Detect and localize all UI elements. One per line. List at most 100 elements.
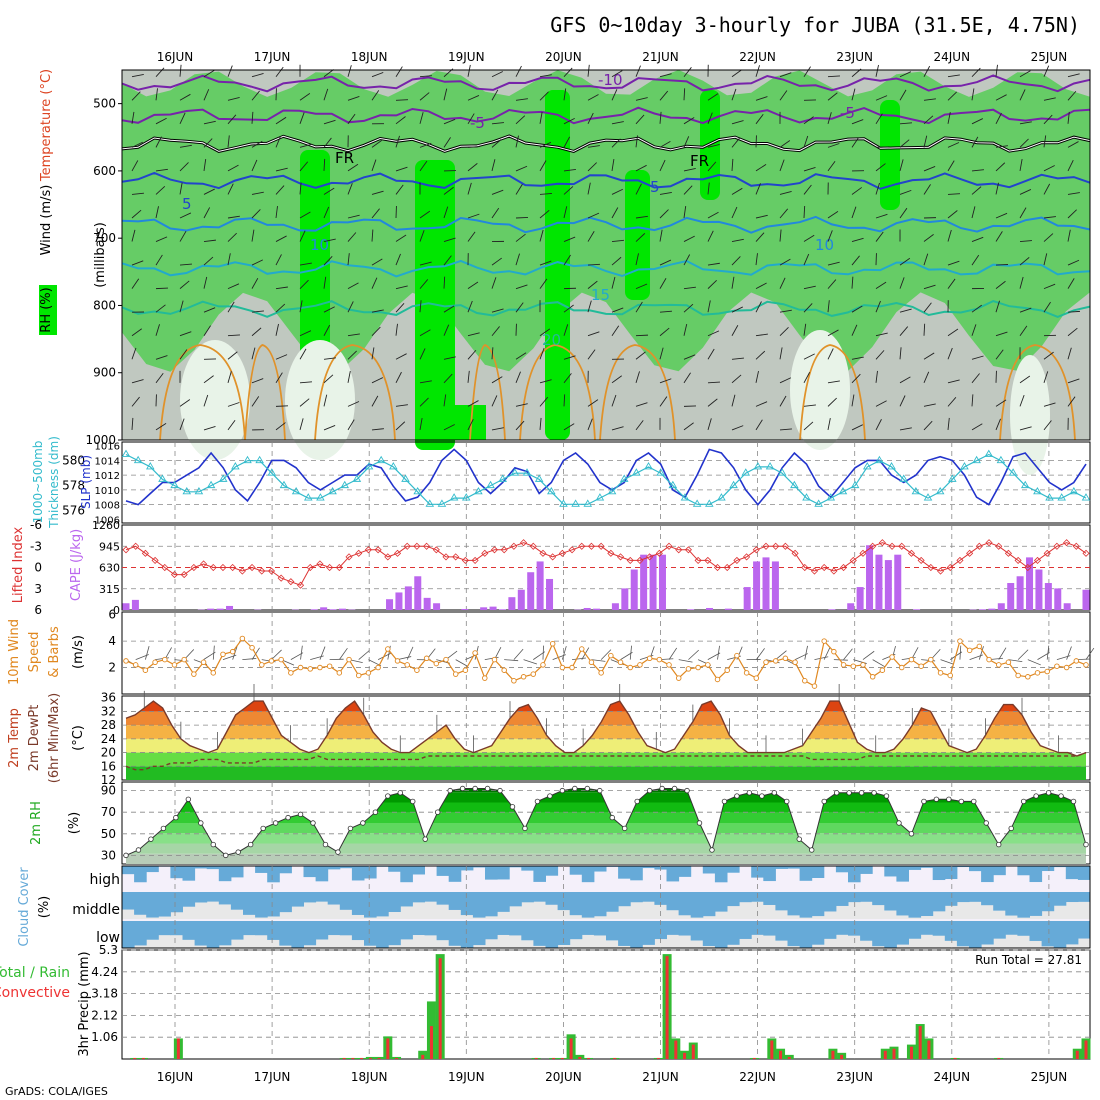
isotherm-freezing-core	[121, 135, 1091, 152]
wind-marker	[491, 656, 498, 663]
thickness-marker	[279, 480, 289, 489]
cloud-low-bar	[158, 921, 171, 936]
cape-bar	[517, 589, 525, 610]
precip-convective-bar	[840, 1054, 844, 1059]
thickness-marker	[158, 474, 167, 482]
slp-tick-label: 1014	[95, 456, 120, 467]
grads-credit: GrADS: COLA/IGES	[5, 1085, 108, 1098]
wind-barb	[397, 656, 412, 661]
cape-bar	[658, 554, 666, 610]
precip-convective-bar	[552, 1057, 556, 1059]
wind-barb	[827, 418, 831, 430]
wind-barb	[779, 159, 785, 172]
cloud-middle-bar	[182, 892, 196, 907]
wind-barb	[467, 146, 481, 148]
cloud-high-bar	[811, 866, 825, 878]
wind-barb	[755, 214, 768, 219]
thickness-marker	[607, 486, 617, 495]
wind-barb	[491, 277, 497, 289]
thickness-marker	[790, 480, 799, 489]
cloud-high-bar	[412, 866, 425, 875]
wind-barb	[851, 373, 861, 384]
li-marker	[791, 549, 799, 557]
wind-barb	[443, 394, 447, 407]
thickness-marker	[389, 462, 398, 470]
contour-label: -5	[840, 104, 855, 122]
wind-barb	[300, 645, 303, 660]
cloud-high-bar	[327, 866, 341, 870]
cloud-middle-bar	[932, 892, 946, 912]
wind-barb	[998, 647, 1007, 660]
wind-marker	[268, 658, 275, 664]
wind-barb	[419, 329, 431, 337]
wind-marker	[307, 666, 313, 672]
wind-barb	[395, 184, 404, 195]
rh-marker	[896, 820, 902, 826]
rh-marker	[1083, 841, 1089, 848]
cloud-low-bar	[1005, 921, 1018, 935]
cape-bar	[847, 603, 855, 610]
wind-marker	[414, 667, 420, 673]
cloud-high-bar	[230, 866, 244, 878]
li-marker	[529, 542, 537, 550]
rh-marker	[572, 785, 578, 792]
wind-barb	[515, 184, 523, 195]
rh-marker	[297, 811, 304, 818]
cape-tick-label: 315	[99, 583, 120, 596]
warm-contour	[799, 344, 866, 441]
wind-marker	[162, 656, 168, 663]
rh-band	[126, 853, 1086, 864]
date-label-bottom: 25JUN	[1031, 1070, 1068, 1084]
wind-barb	[707, 93, 719, 101]
cloud-high-bar	[714, 866, 728, 883]
wind-barb	[271, 649, 282, 660]
cape-bar	[913, 609, 921, 610]
wind-barb	[419, 92, 430, 101]
wind-barb	[851, 324, 858, 336]
cloud-middle-bar	[412, 892, 425, 903]
wind-barb	[755, 350, 766, 360]
isotherm-line	[121, 74, 1091, 93]
wind-barb	[275, 422, 286, 431]
rh-marker	[459, 785, 466, 792]
thickness-marker	[449, 493, 459, 501]
wind-barb	[563, 117, 575, 125]
wind-barb	[851, 424, 863, 431]
wind-barb	[251, 159, 258, 172]
li-marker	[694, 556, 702, 564]
cloud-high-bar	[206, 866, 220, 870]
cloud-high-bar	[497, 866, 510, 880]
wind-marker	[259, 662, 265, 668]
cape-bar	[1007, 583, 1015, 610]
thickness-marker	[948, 474, 957, 482]
wind-barb	[635, 97, 648, 101]
rh-tick-label: 50	[101, 827, 116, 841]
wind-tick-label: 6	[108, 608, 116, 622]
li-marker	[510, 542, 518, 550]
wind-barb	[611, 207, 619, 219]
wind-barb	[179, 162, 189, 172]
wind-barb	[875, 419, 882, 431]
wind-marker	[365, 670, 372, 676]
cloud-high-bar	[255, 866, 268, 873]
li-marker	[558, 549, 566, 557]
wind-barb	[875, 332, 888, 337]
wind-barb	[395, 285, 408, 290]
wind-barb	[995, 264, 1009, 266]
wind-barb	[899, 139, 910, 148]
cloud-middle-bar	[630, 892, 643, 903]
wind-barb	[515, 403, 528, 407]
rh-band	[126, 843, 1086, 854]
wind-barb	[587, 300, 592, 313]
wind-marker	[520, 674, 527, 680]
wind-barb	[875, 163, 886, 172]
wind-barb	[803, 184, 812, 195]
wind-barb	[443, 206, 449, 219]
wind-marker	[472, 650, 478, 656]
precip-convective-bar	[752, 1057, 756, 1059]
wind-barb	[371, 229, 374, 242]
wind-barb	[899, 189, 912, 195]
slp-tick-label: 1008	[95, 501, 120, 512]
wind-barb	[251, 396, 260, 407]
thickness-marker	[206, 480, 216, 489]
